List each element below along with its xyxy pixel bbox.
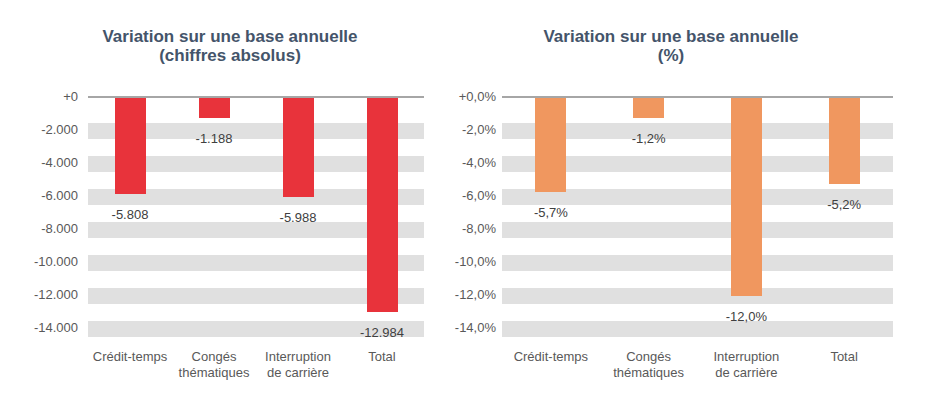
bar-value-label: -5.988 [253,210,343,225]
chart-title-line1: Variation sur une base annuelle [0,27,460,46]
bar-interruption-de-carri-re [731,98,762,296]
y-tick-label: -10,0% [426,254,496,270]
bar-value-label: -5.808 [85,207,175,222]
y-tick-label: -6.000 [8,188,78,204]
category-label: Total [789,349,899,365]
category-label-line: Total [789,349,899,365]
bar-cr-dit-temps [535,98,566,192]
bar-value-label: -1,2% [604,131,694,146]
y-tick-label: +0 [8,89,78,105]
bar-interruption-de-carri-re [283,98,314,197]
grid-band [502,255,893,271]
category-label: Crédit-temps [496,349,606,365]
y-tick-label: -12,0% [426,287,496,303]
category-label-line: de carrière [243,365,353,381]
bar-total [829,98,860,184]
y-tick-label: -2,0% [426,122,496,138]
chart-title-absolute: Variation sur une base annuelle (chiffre… [0,27,460,65]
y-tick-label: -6,0% [426,188,496,204]
y-tick-label: -2.000 [8,122,78,138]
category-label-line: de carrière [691,365,801,381]
bar-cr-dit-temps [115,98,146,194]
y-tick-label: +0,0% [426,89,496,105]
category-label-line: Congés [594,349,704,365]
category-label: Congésthématiques [594,349,704,381]
bar-value-label: -5,7% [506,205,596,220]
chart-title-line1: Variation sur une base annuelle [432,27,910,46]
y-tick-label: -14.000 [8,320,78,336]
y-tick-label: -14,0% [426,320,496,336]
y-tick-label: -4,0% [426,155,496,171]
grid-band [502,288,893,304]
y-tick-label: -8,0% [426,221,496,237]
y-tick-label: -8.000 [8,221,78,237]
category-label: Total [327,349,437,365]
bar-value-label: -1.188 [169,131,259,146]
category-label-line: Crédit-temps [496,349,606,365]
category-label: Interruptionde carrière [691,349,801,381]
y-tick-label: -4.000 [8,155,78,171]
bar-value-label: -12,0% [701,309,791,324]
bar-value-label: -12.984 [337,325,427,340]
chart-title-percent: Variation sur une base annuelle (%) [432,27,910,65]
y-tick-label: -12.000 [8,287,78,303]
grid-band [502,321,893,337]
bar-cong-s-th-matiques [633,98,664,118]
grid-band [502,222,893,238]
bar-total [367,98,398,312]
chart-title-line2: (%) [432,46,910,65]
figure: Variation sur une base annuelle (chiffre… [0,0,929,418]
category-label-line: Total [327,349,437,365]
category-label-line: thématiques [594,365,704,381]
bar-value-label: -5,2% [799,197,889,212]
chart-title-line2: (chiffres absolus) [0,46,460,65]
category-label-line: Interruption [691,349,801,365]
y-tick-label: -10.000 [8,254,78,270]
bar-cong-s-th-matiques [199,98,230,118]
